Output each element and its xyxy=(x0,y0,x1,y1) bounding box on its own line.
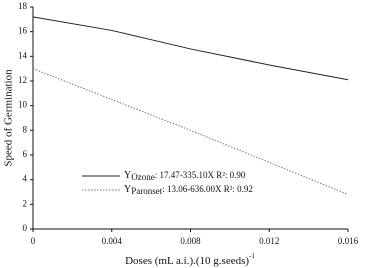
legend-equation: : 17.47-335.10X R²: 0.90 xyxy=(155,170,246,180)
x-tick-label: 0.004 xyxy=(102,236,123,246)
x-tick-label: 0.016 xyxy=(338,236,359,246)
y-tick-label: 16 xyxy=(18,26,28,36)
x-axis-label: Doses (mL a.i.).(10 g.seeds)-1 xyxy=(125,252,255,267)
x-axis-label-superscript: -1 xyxy=(249,252,255,260)
y-tick-label: 14 xyxy=(18,50,28,60)
legend-entry: YParonset: 13.06-636.00X R²: 0.92 xyxy=(124,184,253,196)
legend-name: Paronset xyxy=(131,186,162,196)
legend-symbol: Y xyxy=(124,170,131,181)
x-tick-label: 0.012 xyxy=(259,236,279,246)
legend-equation: : 13.06-636.00X R²: 0.92 xyxy=(162,184,253,194)
y-tick-label: 6 xyxy=(23,149,28,159)
x-axis-label-text: Doses (mL a.i.).(10 g.seeds) xyxy=(125,255,249,267)
x-tick-label: 0 xyxy=(31,236,36,246)
y-tick-label: 18 xyxy=(18,1,28,11)
y-tick-label: 10 xyxy=(18,100,28,110)
x-tick-label: 0.008 xyxy=(180,236,201,246)
legend-name: Ozone xyxy=(131,172,155,182)
y-tick-label: 0 xyxy=(23,223,28,233)
series-line xyxy=(32,68,349,195)
y-tick-label: 4 xyxy=(23,174,28,184)
y-tick-label: 2 xyxy=(23,198,28,208)
legend-entry: YOzone: 17.47-335.10X R²: 0.90 xyxy=(124,170,246,182)
legend-symbol: Y xyxy=(124,184,131,195)
series-line xyxy=(32,16,349,81)
y-axis-label: Speed of Germination xyxy=(3,69,15,167)
y-tick-label: 12 xyxy=(18,75,27,85)
y-tick-label: 8 xyxy=(23,124,28,134)
